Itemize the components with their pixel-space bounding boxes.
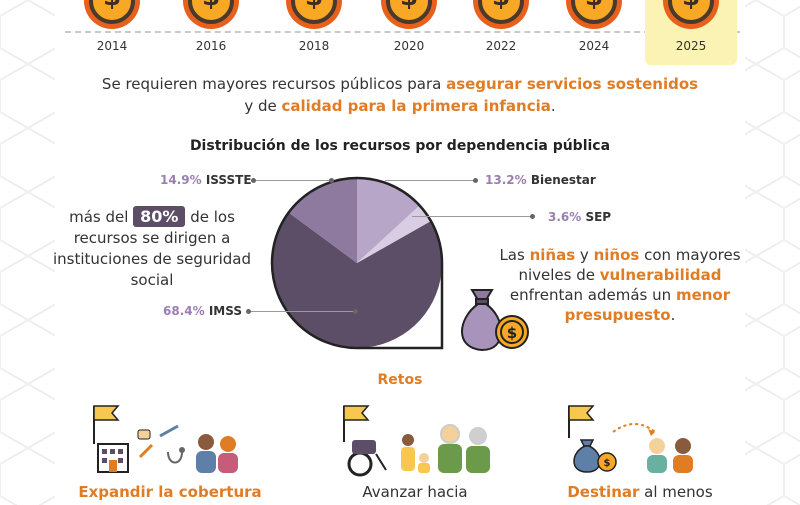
- timeline-line: [65, 31, 740, 33]
- svg-text:$: $: [507, 324, 517, 342]
- distribution-pie: [270, 176, 444, 350]
- timeline-year: 2024: [578, 39, 610, 53]
- retos-title: Retos: [377, 372, 423, 388]
- coverage-icon: [93, 405, 238, 473]
- label-issste: 14.9% ISSSTE: [160, 173, 252, 187]
- timeline-year: 2016: [195, 39, 227, 53]
- leader-dot: [473, 178, 478, 183]
- leader-line: [255, 180, 331, 181]
- intro-text: Se requieren mayores recursos públicos p…: [101, 75, 699, 115]
- label-sep: 3.6% SEP: [548, 210, 612, 224]
- leader-line: [248, 311, 356, 312]
- challenge-caption-3: Destinar al menos: [567, 483, 713, 501]
- allocate-budget-icon: $: [568, 405, 693, 473]
- challenge-caption-2: Avanzar hacia: [362, 483, 468, 501]
- coin-icon: $: [381, 0, 437, 29]
- leader-line: [385, 180, 475, 181]
- percent-badge: 80%: [133, 206, 186, 227]
- pie-frame: [270, 176, 444, 350]
- money-bag-icon: $: [461, 289, 529, 352]
- timeline-year-highlighted: 2025: [675, 39, 707, 53]
- pie-slice-imss: [272, 212, 442, 349]
- label-bienestar: 13.2% Bienestar: [485, 173, 596, 187]
- right-note: Las niñas y niños con mayores niveles de…: [499, 246, 741, 324]
- distribution-title: Distribución de los recursos por depende…: [189, 138, 611, 154]
- pie-slice-sep: [357, 205, 431, 263]
- leader-dot: [353, 309, 358, 314]
- timeline-year: 2014: [96, 39, 128, 53]
- label-imss: 68.4% IMSS: [163, 304, 242, 318]
- leader-dot: [251, 178, 256, 183]
- leader-line: [412, 216, 532, 217]
- timeline-year: 2018: [298, 39, 330, 53]
- pie-slice-bienestar: [357, 178, 420, 263]
- pie-slice-issste: [288, 178, 357, 263]
- leader-dot: [246, 309, 251, 314]
- timeline-year: 2022: [485, 39, 517, 53]
- left-note: más del 80% de los recursos se dirigen a…: [53, 206, 251, 289]
- leader-dot: [530, 214, 535, 219]
- svg-text:$: $: [604, 458, 611, 469]
- timeline-year: 2020: [393, 39, 425, 53]
- challenge-caption-1: Expandir la cobertura: [78, 483, 262, 501]
- leader-dot: [329, 178, 334, 183]
- inclusion-icon: [343, 405, 490, 477]
- coin-icon: $: [183, 0, 239, 29]
